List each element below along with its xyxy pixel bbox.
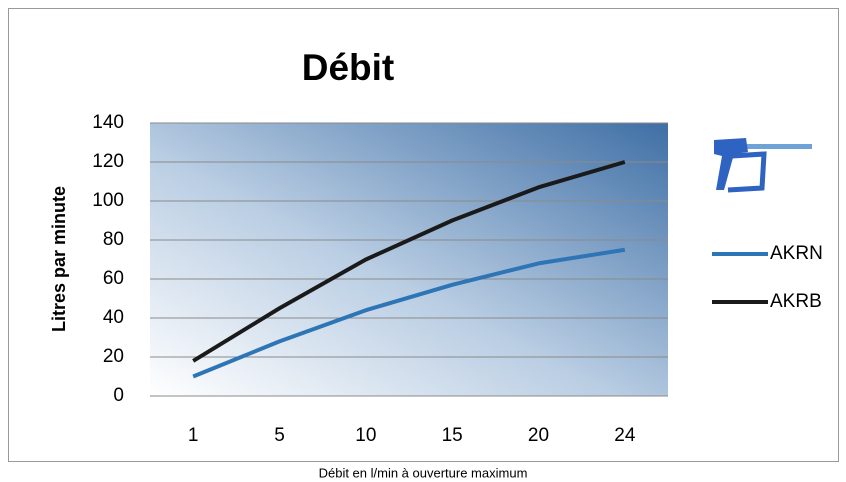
x-axis-label: Débit en l/min à ouverture maximum bbox=[319, 465, 528, 480]
x-tick-label: 5 bbox=[274, 425, 285, 446]
plot-area bbox=[150, 123, 668, 396]
x-tick-label: 10 bbox=[355, 425, 376, 446]
y-tick-label: 80 bbox=[103, 229, 124, 250]
x-tick-label: 20 bbox=[528, 425, 549, 446]
y-tick-label: 40 bbox=[103, 307, 124, 328]
y-axis-label: Litres par minute bbox=[49, 186, 69, 332]
x-tick-label: 1 bbox=[188, 425, 199, 446]
line-series bbox=[192, 160, 626, 363]
y-tick-label: 140 bbox=[92, 112, 124, 133]
y-tick-label: 20 bbox=[103, 346, 124, 367]
gun-guard bbox=[727, 151, 767, 193]
y-tick-label: 60 bbox=[103, 268, 124, 289]
y-tick-label: 120 bbox=[92, 151, 124, 172]
chart-title: Débit bbox=[302, 47, 395, 88]
y-tick-label: 0 bbox=[113, 385, 124, 406]
line-series bbox=[192, 247, 626, 379]
hose bbox=[742, 144, 812, 149]
gun-icon bbox=[714, 138, 812, 193]
x-tick-label: 15 bbox=[442, 425, 463, 446]
y-tick-label: 100 bbox=[92, 190, 124, 211]
legend-label: AKRN bbox=[770, 243, 823, 264]
x-tick-label: 24 bbox=[614, 425, 636, 446]
gun-body bbox=[714, 138, 748, 190]
legend-label: AKRB bbox=[770, 291, 822, 312]
